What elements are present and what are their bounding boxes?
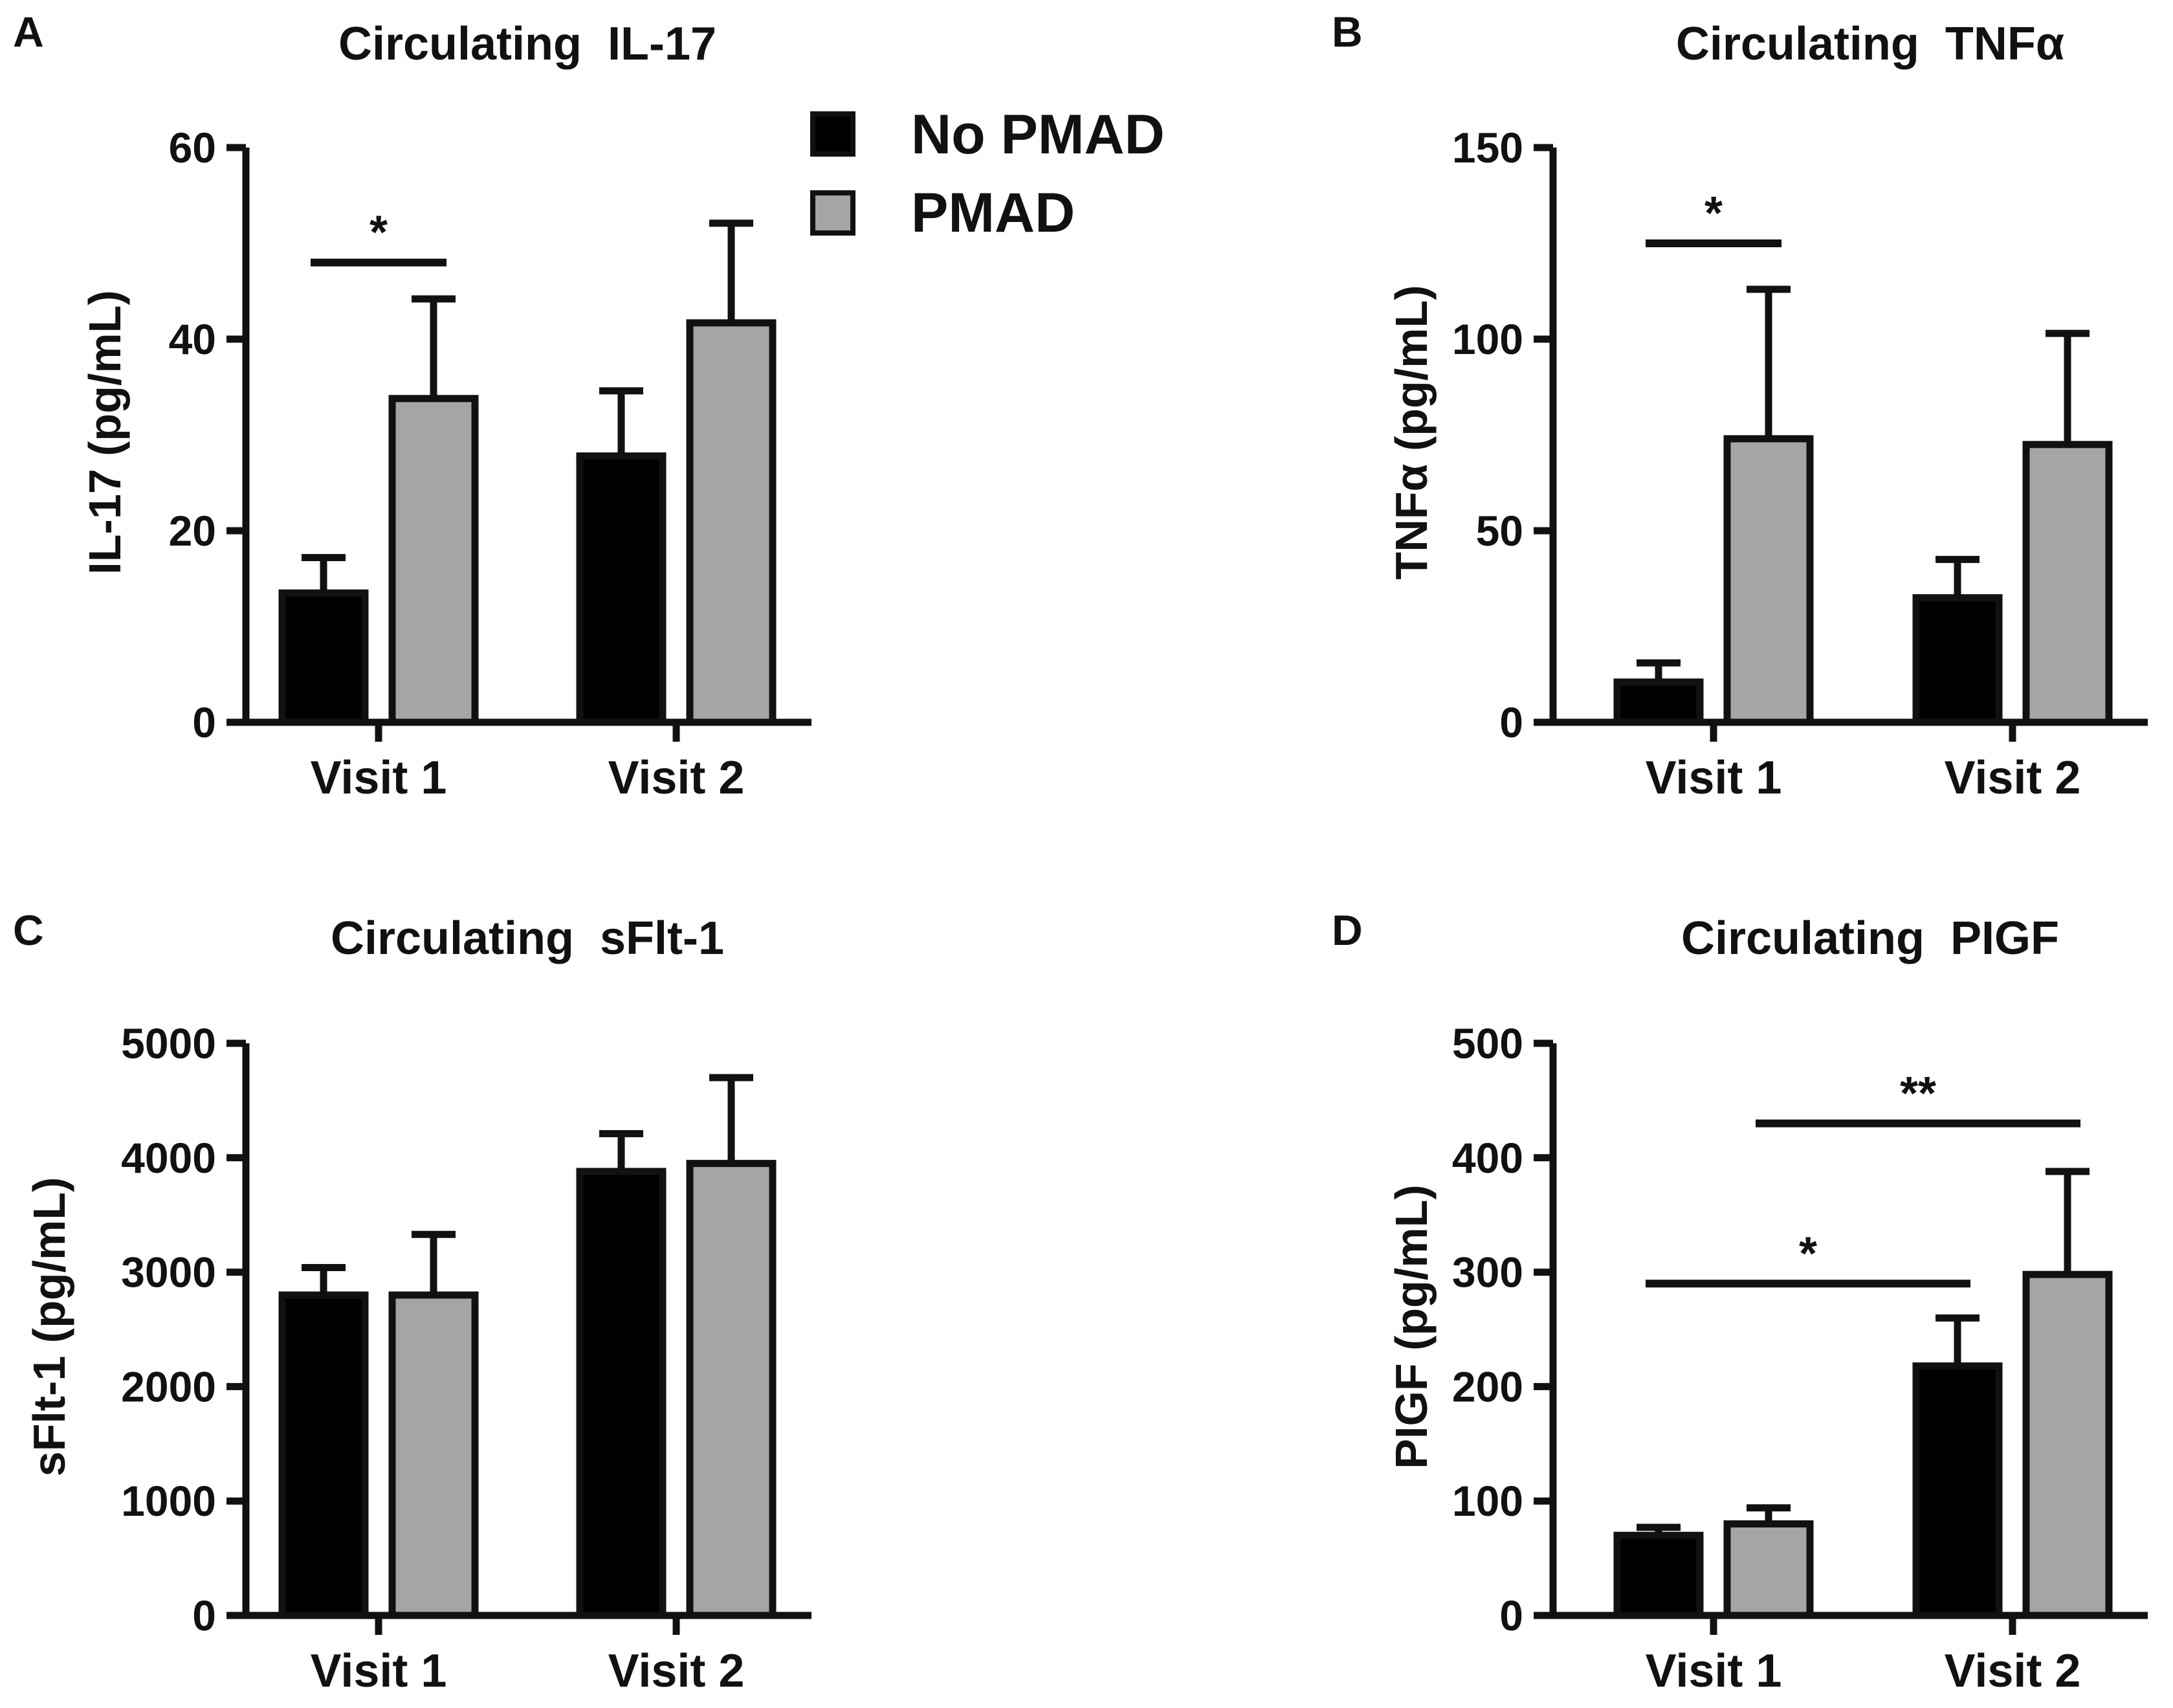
legend-swatch-no-pmad [810,111,855,157]
y-tick-label: 20 [169,507,216,555]
y-tick-label: 3000 [121,1248,216,1296]
x-tick-label: Visit 2 [608,1645,745,1697]
bar-no-pmad-visit-1 [278,1291,369,1619]
significance-label: * [1799,1228,1817,1280]
legend-swatch-pmad [810,190,855,236]
bar-pmad-visit-1 [388,395,479,726]
plot-a: 0 20 40 60 Visit 1 Visit 2 * [169,124,811,804]
y-tick-label: 50 [1476,507,1523,555]
legend-label-no-pmad: No PMAD [911,104,1165,166]
y-tick-label: 500 [1452,1019,1523,1067]
panel-letter-c: C [13,906,44,954]
panel-d: D Circulating PIGF PIGF (pg/mL) 0 100 200 3… [1332,906,2148,1697]
bar-no-pmad-visit-2 [576,452,667,726]
y-tick-label: 100 [1452,1477,1523,1525]
y-axis-label-b: TNFα (pg/mL) [1386,285,1437,579]
x-tick-label: Visit 1 [1646,1645,1782,1697]
y-tick-label: 5000 [121,1019,216,1067]
significance-label: * [1704,188,1723,239]
bar-pmad-visit-1 [388,1291,479,1619]
bar-pmad-visit-2 [686,1160,777,1619]
x-tick-label: Visit 1 [311,752,447,804]
bar-no-pmad-visit-2 [576,1168,667,1619]
y-tick-label: 0 [1499,1592,1523,1639]
panel-letter-d: D [1332,906,1363,954]
y-tick-label: 200 [1452,1362,1523,1410]
y-tick-label: 0 [1499,698,1523,746]
bar-no-pmad-visit-2 [1912,594,2003,726]
y-axis-label-a: IL-17 (pg/mL) [80,290,130,574]
y-tick-label: 150 [1452,124,1523,172]
legend: No PMAD PMAD [810,104,1165,244]
panel-letter-a: A [13,8,44,56]
y-tick-label: 100 [1452,315,1523,363]
panel-letter-b: B [1332,8,1363,56]
y-tick-label: 0 [192,698,216,746]
y-tick-label: 60 [169,124,216,172]
y-tick-label: 4000 [121,1134,216,1182]
chart-title-d: Circulating PIGF [1681,913,2059,964]
y-tick-label: 300 [1452,1248,1523,1296]
panel-a: A Circulating IL-17 IL-17 (pg/mL) 0 20 40 6… [13,8,811,804]
legend-label-pmad: PMAD [911,182,1075,244]
panel-c: C Circulating sFlt-1 sFlt-1 (pg/mL) 0 100… [13,906,811,1697]
y-tick-label: 1000 [121,1477,216,1525]
y-axis-label-d: PIGF (pg/mL) [1386,1184,1437,1469]
significance-label: * [370,207,388,259]
bar-pmad-visit-1 [1723,1520,1814,1619]
plot-c: 0 1000 2000 3000 4000 5000 Visit 1 Visit 2 [121,1019,811,1697]
bar-pmad-visit-2 [686,319,777,726]
chart-title-c: Circulating sFlt-1 [331,913,724,964]
chart-title-b: Circulating TNFα [1676,18,2064,70]
y-tick-label: 2000 [121,1362,216,1410]
x-tick-label: Visit 2 [608,752,745,804]
y-tick-label: 40 [169,315,216,363]
bar-no-pmad-visit-1 [278,589,369,726]
plot-b: 0 50 100 150 Visit 1 Visit 2 * [1452,124,2148,804]
significance-label: ** [1900,1068,1936,1120]
panel-b: B Circulating TNFα TNFα (pg/mL) 0 50 100 15… [1332,8,2148,804]
y-axis-label-c: sFlt-1 (pg/mL) [24,1177,74,1477]
bar-pmad-visit-1 [1723,435,1814,726]
bar-no-pmad-visit-1 [1613,678,1704,726]
x-tick-label: Visit 1 [1646,752,1782,804]
bar-pmad-visit-2 [2022,1270,2113,1619]
x-tick-label: Visit 1 [311,1645,447,1697]
y-tick-label: 400 [1452,1134,1523,1182]
x-tick-label: Visit 2 [1945,752,2081,804]
x-tick-label: Visit 2 [1945,1645,2081,1697]
bar-no-pmad-visit-2 [1912,1362,2003,1619]
bar-no-pmad-visit-1 [1613,1531,1704,1619]
y-tick-label: 0 [192,1592,216,1639]
bar-pmad-visit-2 [2022,441,2113,726]
chart-title-a: Circulating IL-17 [338,18,716,70]
